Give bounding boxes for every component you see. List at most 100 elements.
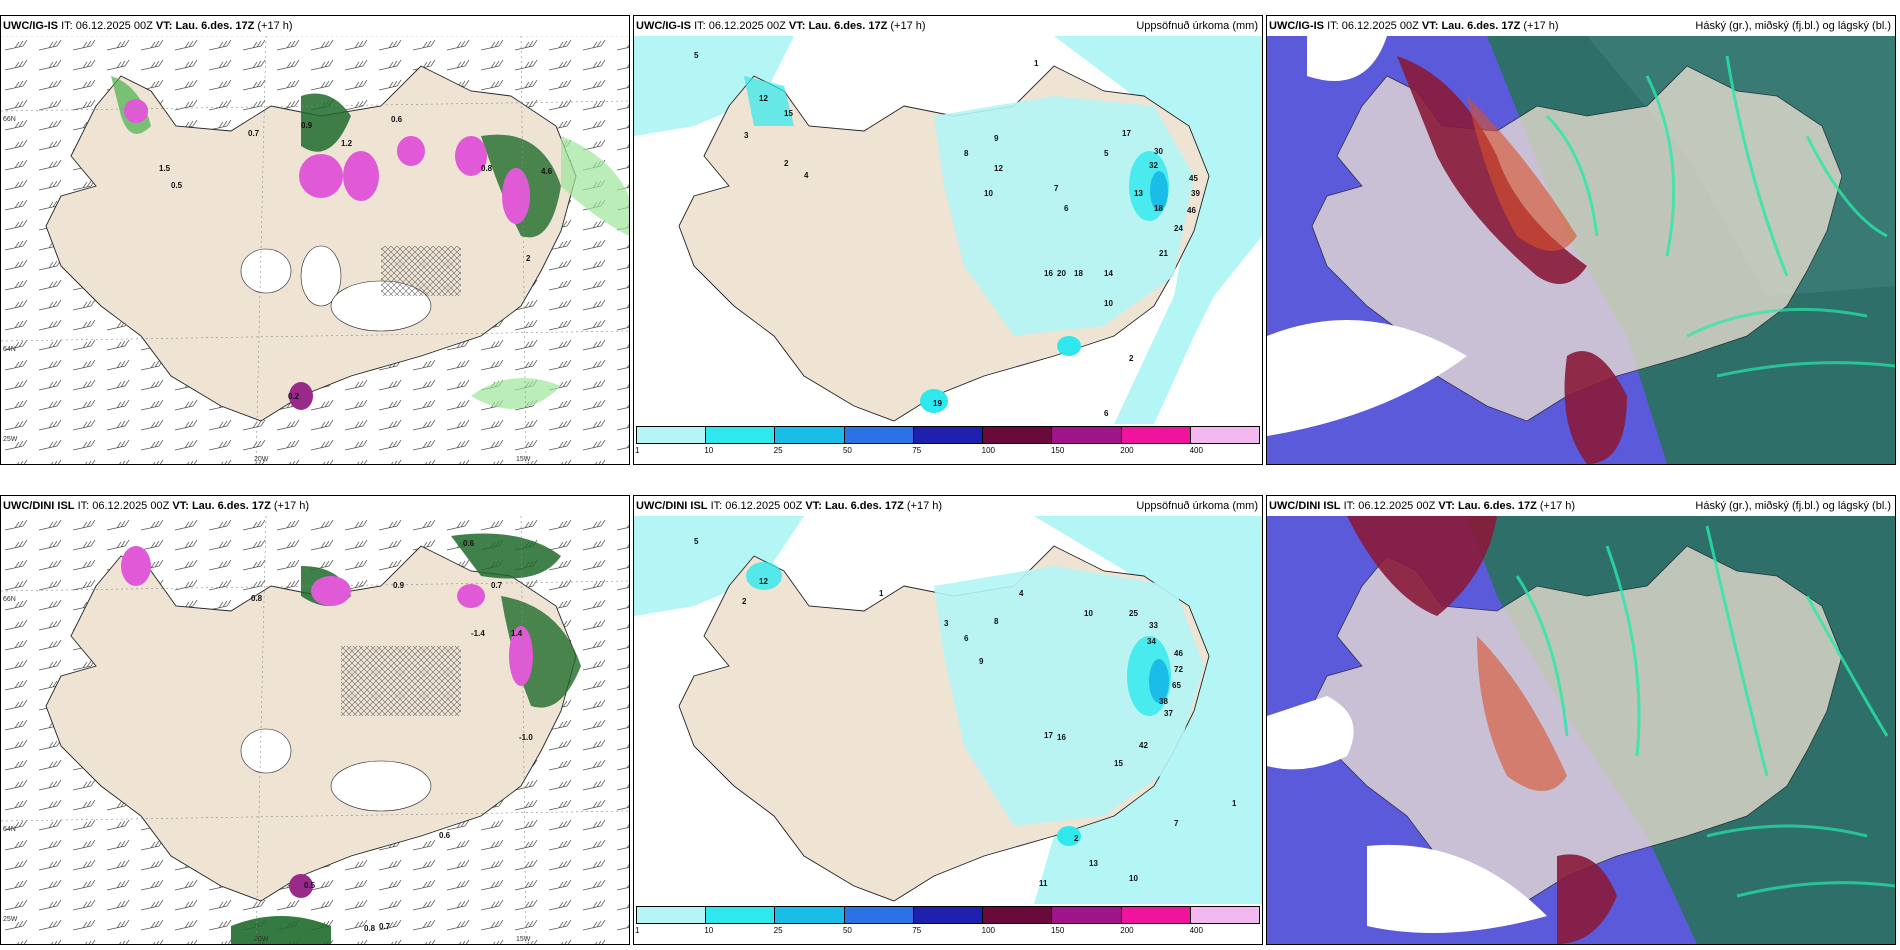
value-label: 6 <box>964 634 969 643</box>
colorbar-tick: 25 <box>773 926 783 935</box>
value-label: 1.5 <box>159 164 171 173</box>
wind-precip-map: 66N 64N 25W 20W 15W 0.7 0.9 0.6 0.5 0.8 … <box>1 36 629 464</box>
panel-title: Uppsöfnuð úrkoma (mm) <box>1136 500 1258 512</box>
value-label: 1 <box>1034 59 1039 68</box>
value-label: 11 <box>1039 879 1048 888</box>
it-value: 06.12.2025 00Z <box>708 20 786 32</box>
value-label: 19 <box>933 399 942 408</box>
lat-label: 66N <box>3 116 16 123</box>
value-label: 0.8 <box>251 594 263 603</box>
vt-value: Lau. 6.des. 17Z <box>191 500 271 512</box>
colorbar-tick: 50 <box>842 446 852 455</box>
value-label: 0.6 <box>439 831 451 840</box>
vt-value: Lau. 6.des. 17Z <box>175 20 255 32</box>
value-label: 45 <box>1189 174 1198 183</box>
value-label: 0.7 <box>379 922 391 931</box>
value-label: 15 <box>1114 759 1123 768</box>
panel-wind-precip-dini: UWC/DINI ISL IT: 06.12.2025 00Z VT: Lau.… <box>0 495 630 945</box>
colorbar-tick: 150 <box>1050 446 1065 455</box>
panel-header: UWC/DINI ISL IT: 06.12.2025 00Z VT: Lau.… <box>636 498 1258 514</box>
value-label: 4.6 <box>541 167 553 176</box>
value-label: 7 <box>1054 184 1059 193</box>
value-label: 33 <box>1149 621 1158 630</box>
colorbar-tick: 100 <box>981 926 995 935</box>
value-label: 46 <box>1187 206 1196 215</box>
value-label: 12 <box>759 94 768 103</box>
value-label: 42 <box>1139 741 1148 750</box>
value-label: 0.5 <box>171 181 183 190</box>
panel-header: UWC/IG-IS IT: 06.12.2025 00Z VT: Lau. 6.… <box>636 18 1258 34</box>
colorbar-tick: 10 <box>704 446 714 455</box>
colorbar-swatch <box>706 906 776 924</box>
value-label: 0.9 <box>393 581 405 590</box>
lead-time: (+17 h) <box>890 20 926 32</box>
colorbar-swatch <box>1121 426 1191 444</box>
value-label: 0.2 <box>288 392 300 401</box>
value-label: 17 <box>1044 731 1053 740</box>
model-name: UWC/DINI ISL <box>636 500 708 512</box>
panel-title: Háský (gr.), miðský (fj.bl.) og lágský (… <box>1695 20 1891 32</box>
colorbar-tick: 150 <box>1050 926 1065 935</box>
value-label: 12 <box>994 164 1003 173</box>
panel-title: Uppsöfnuð úrkoma (mm) <box>1136 20 1258 32</box>
value-label: 1 <box>879 589 884 598</box>
value-label: 72 <box>1174 665 1183 674</box>
value-label: 46 <box>1174 649 1183 658</box>
it-value: 06.12.2025 00Z <box>75 20 153 32</box>
lat-label: 64N <box>3 826 16 833</box>
value-label: 30 <box>1154 147 1163 156</box>
lon-label: 20W <box>254 936 269 943</box>
vt-value: Lau. 6.des. 17Z <box>1457 500 1537 512</box>
vt-value: Lau. 6.des. 17Z <box>1441 20 1521 32</box>
map-area <box>1267 516 1895 944</box>
value-label: 8 <box>964 149 969 158</box>
lead-time: (+17 h) <box>906 500 943 512</box>
colorbar-labels: 1 10 25 50 75 100 150 200 400 <box>635 446 1260 458</box>
colorbar-swatch <box>983 906 1053 924</box>
colorbar-swatch <box>983 426 1053 444</box>
value-label: 24 <box>1174 224 1183 233</box>
colorbar-tick: 1 <box>635 926 640 935</box>
value-label: 10 <box>1104 299 1113 308</box>
panel-accumulated-precip-dini: UWC/DINI ISL IT: 06.12.2025 00Z VT: Lau.… <box>633 495 1263 945</box>
precip-map: 5 12 15 3 2 4 9 8 12 10 7 6 5 13 17 30 3… <box>634 36 1262 424</box>
value-label: 37 <box>1164 709 1173 718</box>
value-label: 6 <box>1064 204 1069 213</box>
vt-label: VT: <box>155 20 173 32</box>
lead-time: (+17 h) <box>257 20 293 32</box>
panel-clouds-dini: UWC/DINI ISL IT: 06.12.2025 00Z VT: Lau.… <box>1266 495 1896 945</box>
lat-label: 25W <box>3 916 18 923</box>
value-label: 9 <box>979 657 984 666</box>
colorbar-swatch <box>636 426 707 444</box>
value-label: 2 <box>742 597 747 606</box>
value-label: 9 <box>994 134 999 143</box>
colorbar-tick: 400 <box>1189 926 1203 935</box>
lead-time: (+17 h) <box>1523 20 1559 32</box>
value-label: 32 <box>1149 161 1158 170</box>
value-label: 5 <box>694 537 699 546</box>
colorbar-swatch <box>844 426 914 444</box>
value-label: 20 <box>1057 269 1066 278</box>
value-label: 3 <box>944 619 949 628</box>
value-label: -1.0 <box>519 733 533 742</box>
value-label: 0.7 <box>491 581 503 590</box>
vt-label: VT: <box>1438 500 1455 512</box>
value-label: 3 <box>744 131 749 140</box>
colorbar-tick: 1 <box>635 446 640 455</box>
it-label: IT: <box>77 500 90 512</box>
model-name: UWC/IG-IS <box>636 20 691 32</box>
value-label: 8 <box>994 617 999 626</box>
vt-label: VT: <box>172 500 189 512</box>
panel-header: UWC/DINI ISL IT: 06.12.2025 00Z VT: Lau.… <box>3 498 625 514</box>
colorbar-swatch <box>775 426 845 444</box>
panel-header: UWC/IG-IS IT: 06.12.2025 00Z VT: Lau. 6.… <box>1269 18 1891 34</box>
map-area: 5 12 15 3 2 4 9 8 12 10 7 6 5 13 17 30 3… <box>634 36 1262 424</box>
it-value: 06.12.2025 00Z <box>725 500 803 512</box>
colorbar-tick: 400 <box>1189 446 1203 455</box>
model-name: UWC/DINI ISL <box>1269 500 1341 512</box>
panel-accumulated-precip-igis: UWC/IG-IS IT: 06.12.2025 00Z VT: Lau. 6.… <box>633 15 1263 465</box>
colorbar-tick: 200 <box>1120 446 1134 455</box>
colorbar-swatch <box>844 906 914 924</box>
colorbar-swatch <box>1190 906 1260 924</box>
value-label: 10 <box>1129 874 1138 883</box>
